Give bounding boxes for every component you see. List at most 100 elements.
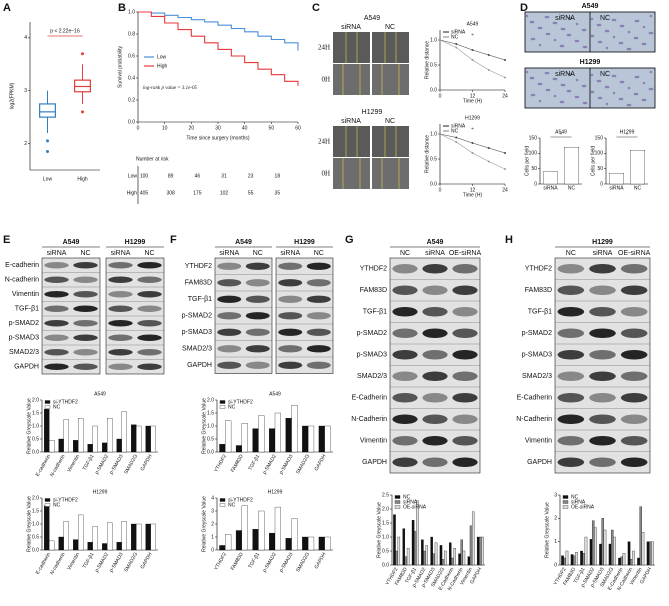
cell [597, 96, 601, 100]
risk-count: 55 [248, 190, 254, 196]
x-tick-label: 40 [242, 125, 248, 131]
annotation: * [626, 132, 628, 138]
legend-label: siRNA [451, 29, 466, 35]
bar [58, 536, 64, 551]
series-line [439, 39, 506, 78]
band [44, 363, 69, 370]
bar [252, 529, 259, 551]
cell [575, 78, 579, 82]
band [392, 264, 418, 274]
x-tick-label: GAPDH [314, 453, 328, 472]
group-title: H1299 [362, 109, 383, 116]
group-title: A549 [582, 3, 599, 10]
band [392, 307, 418, 317]
band [452, 328, 478, 338]
band [278, 312, 303, 320]
cell [583, 84, 587, 88]
legend-swatch [219, 503, 226, 507]
band [557, 393, 585, 403]
column-label: NC [253, 250, 263, 257]
cell [546, 71, 550, 75]
bar [219, 444, 226, 453]
legend-swatch [394, 500, 401, 504]
cell [599, 96, 603, 100]
band [44, 305, 69, 312]
bar [235, 530, 243, 551]
cell [539, 26, 543, 30]
row-label: FAM83D [185, 280, 212, 287]
y-axis-label: Relative Greyscale Value [201, 496, 207, 552]
bar [136, 523, 142, 551]
bar [601, 518, 605, 566]
legend-label: NC [571, 494, 579, 500]
cell [553, 38, 557, 42]
bar [430, 536, 433, 566]
scratch-image [333, 64, 370, 95]
band [620, 393, 648, 403]
band [108, 262, 133, 269]
band [589, 436, 616, 446]
y-tick-label: 0.8 [128, 31, 135, 37]
y-tick-label: 2.0 [32, 397, 39, 403]
legend-swatch [44, 498, 51, 502]
cell [531, 20, 535, 24]
risk-count: 175 [193, 190, 202, 196]
bar [116, 542, 122, 551]
row-label: YTHDF2 [360, 266, 387, 273]
bar [302, 536, 309, 551]
x-tick-label: SMAD2/3 [123, 453, 139, 475]
band [452, 371, 478, 381]
annotation: p < 2.22e−16 [50, 28, 80, 34]
cell [525, 70, 529, 74]
band [452, 307, 478, 317]
row-label: E-Cadherin [517, 395, 553, 402]
band [392, 328, 418, 338]
bar [225, 534, 232, 551]
bar [285, 418, 292, 453]
band [73, 291, 98, 298]
x-tick-label: NC [568, 185, 576, 191]
series-line [138, 11, 299, 86]
y-tick-label: 3 [24, 88, 27, 94]
legend-label: NC [228, 404, 236, 410]
legend-label: si-YTHDF2 [228, 497, 253, 503]
cell [634, 19, 638, 23]
y-tick-label: 3 [211, 508, 214, 514]
panel-letter: E [3, 234, 10, 246]
series-line [439, 133, 506, 170]
annotation: log-rank p value = 3.1e-05 [143, 86, 198, 91]
cell [606, 85, 610, 89]
y-tick-label: 0.0 [382, 562, 389, 568]
band [217, 312, 242, 320]
x-tick-label: 50 [269, 125, 275, 131]
band [620, 307, 648, 317]
band [589, 371, 616, 381]
legend-label: siRNA [451, 123, 466, 129]
group-title: H1299 [592, 239, 613, 246]
bar [449, 542, 452, 566]
row-label: FAM83D [525, 287, 552, 294]
band [217, 361, 242, 369]
y-tick-label: 0.5 [430, 156, 437, 162]
cell [561, 44, 565, 48]
y-tick-label: 150 [595, 135, 604, 141]
y-tick-label: 4 [211, 495, 214, 501]
y-tick-label: 0.5 [382, 548, 389, 554]
band [422, 393, 448, 403]
band [557, 436, 585, 446]
risk-count: 35 [275, 190, 281, 196]
x-axis-label: Time (H) [463, 192, 483, 198]
cell [574, 39, 578, 43]
row-label: E-cadherin [5, 262, 39, 269]
bar [563, 557, 567, 566]
bar [609, 173, 625, 185]
bar [543, 171, 559, 185]
cell [554, 77, 558, 81]
y-tick-label: 0 [534, 181, 537, 187]
x-tick-label: TGF-β1 [82, 551, 96, 569]
band [245, 262, 270, 270]
bar [641, 532, 645, 566]
band [73, 305, 98, 312]
bar [572, 555, 576, 566]
x-tick-label: siRNA [609, 185, 624, 191]
